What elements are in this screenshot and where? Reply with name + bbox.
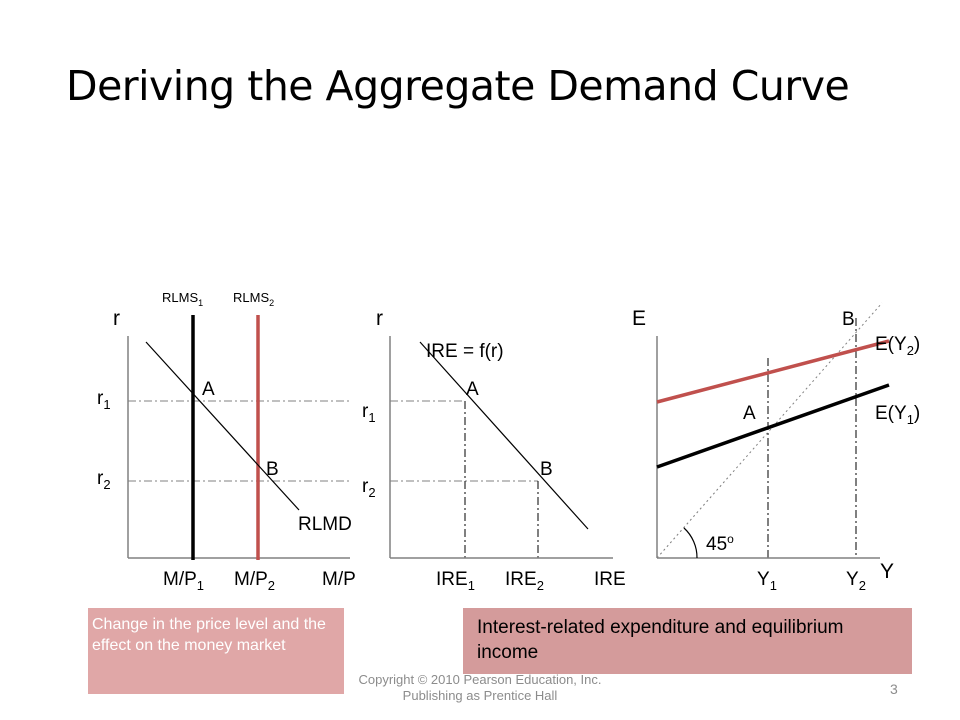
mp2-label: M/P2 xyxy=(234,569,275,593)
ire-y-axis-label: r xyxy=(376,307,383,330)
money-market-panel: r RLMS1 RLMS2 A B r1 r2 RLMD M/P1 M/P2 M… xyxy=(97,290,356,593)
ire-point-b-label: B xyxy=(540,459,553,480)
income-point-b-label: B xyxy=(842,309,855,330)
y2-label: Y2 xyxy=(846,569,866,593)
angle-label: 45o xyxy=(706,532,734,555)
e-y2-line xyxy=(656,339,890,404)
ire-curve xyxy=(419,341,589,530)
forty-five-degree-arc xyxy=(683,527,698,559)
ire-r2-label: r2 xyxy=(362,476,376,500)
rlmd-curve xyxy=(145,341,300,511)
money-y-axis-label: r xyxy=(113,307,120,330)
income-y-axis-label: E xyxy=(632,307,646,330)
ire-curve-label: IRE = f(r) xyxy=(426,341,504,362)
income-x-axis-label: Y xyxy=(880,560,894,583)
money-point-a-label: A xyxy=(202,379,215,400)
slide-title: Deriving the Aggregate Demand Curve xyxy=(66,62,850,110)
e-y1-label: E(Y1) xyxy=(875,403,920,427)
money-r1-label: r1 xyxy=(97,388,111,412)
rlmd-label: RLMD xyxy=(298,514,352,535)
income-note: Interest-related expenditure and equilib… xyxy=(463,608,912,674)
copyright-notice: Copyright © 2010 Pearson Education, Inc.… xyxy=(358,672,602,703)
income-point-a-label: A xyxy=(743,403,756,424)
ire-x-axis-label: IRE xyxy=(594,569,626,590)
page-number: 3 xyxy=(890,681,898,697)
income-panel: E B E(Y2) A E(Y1) 45o Y Y1 Y2 xyxy=(632,302,920,593)
mp1-label: M/P1 xyxy=(163,569,204,593)
ire-point-a-label: A xyxy=(466,379,479,400)
rlms-1-label: RLMS1 xyxy=(162,290,203,308)
money-market-note: Change in the price level and the effect… xyxy=(88,608,344,694)
ire2-label: IRE2 xyxy=(505,569,544,593)
e-y1-line xyxy=(656,383,890,469)
ire1-label: IRE1 xyxy=(436,569,475,593)
money-x-axis-label: M/P xyxy=(322,569,356,590)
expenditure-panel: r IRE = f(r) A B r1 r2 IRE1 IRE2 IRE xyxy=(362,307,626,593)
ire-r1-label: r1 xyxy=(362,401,376,425)
money-point-b-label: B xyxy=(266,459,279,480)
y1-label: Y1 xyxy=(757,569,777,593)
forty-five-degree-line xyxy=(656,302,883,559)
e-y2-label: E(Y2) xyxy=(875,334,920,358)
money-r2-label: r2 xyxy=(97,468,111,492)
rlms-2-label: RLMS2 xyxy=(233,290,274,308)
